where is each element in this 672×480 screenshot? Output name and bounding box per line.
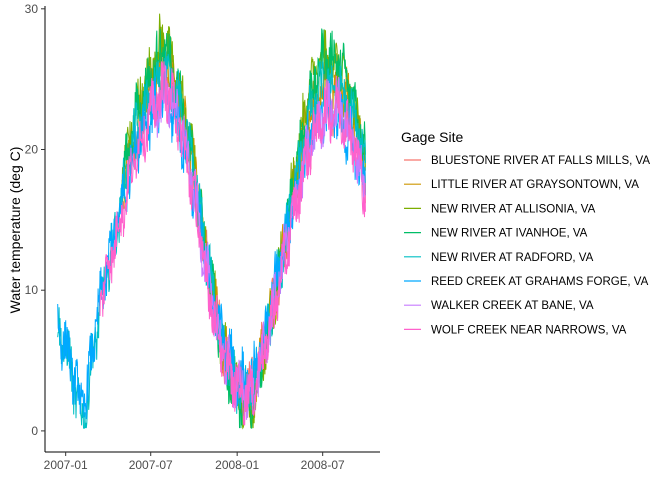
series-layer	[57, 13, 366, 430]
legend-title: Gage Site	[401, 129, 463, 145]
legend-items: BLUESTONE RIVER AT FALLS MILLS, VA LITTLE…	[404, 155, 650, 336]
x-tick-label: 2008-01	[215, 458, 259, 472]
series-line	[99, 61, 366, 426]
legend: Gage Site BLUESTONE RIVER AT FALLS MILLS…	[401, 129, 650, 336]
legend-label: NEW RIVER AT ALLISONIA, VA	[431, 203, 596, 215]
legend-label: REED CREEK AT GRAHAMS FORGE, VA	[431, 276, 649, 288]
legend-label: BLUESTONE RIVER AT FALLS MILLS, VA	[431, 155, 650, 167]
legend-label: WALKER CREEK AT BANE, VA	[431, 300, 594, 312]
legend-label: WOLF CREEK NEAR NARROWS, VA	[431, 324, 627, 336]
series-line	[57, 50, 366, 429]
y-tick-label: 10	[25, 283, 39, 297]
x-axis-ticks: 2007-01 2007-07 2008-01 2008-07	[44, 452, 345, 472]
y-tick-label: 30	[25, 2, 39, 16]
x-tick-label: 2007-07	[129, 458, 173, 472]
x-tick-label: 2007-01	[44, 458, 88, 472]
y-axis-title: Water temperature (deg C)	[7, 147, 23, 314]
y-tick-label: 0	[31, 424, 38, 438]
x-tick-label: 2008-07	[301, 458, 345, 472]
y-axis-ticks: 0 10 20 30	[25, 2, 45, 438]
y-tick-label: 20	[25, 143, 39, 157]
legend-label: NEW RIVER AT IVANHOE, VA	[431, 228, 588, 240]
legend-label: LITTLE RIVER AT GRAYSONTOWN, VA	[431, 179, 639, 191]
legend-label: NEW RIVER AT RADFORD, VA	[431, 252, 594, 264]
series-line	[121, 28, 366, 429]
series-line	[121, 13, 366, 430]
